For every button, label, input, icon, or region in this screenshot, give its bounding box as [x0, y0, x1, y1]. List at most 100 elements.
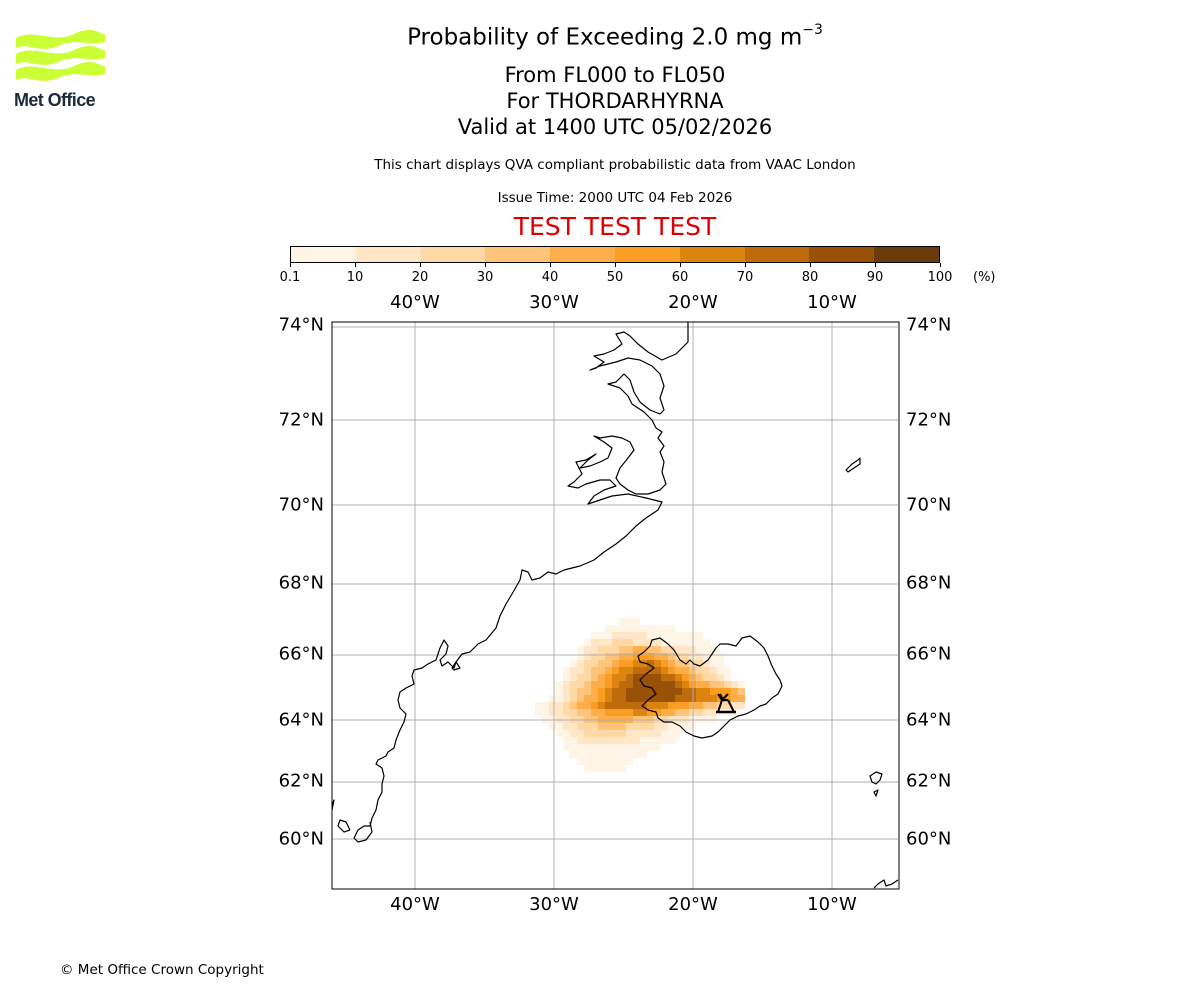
probability-cell	[605, 646, 612, 653]
probability-cell	[556, 688, 563, 695]
probability-cell	[605, 702, 612, 709]
probability-cell	[661, 688, 668, 695]
probability-cell	[682, 653, 689, 660]
probability-cell	[605, 709, 612, 716]
probability-cell	[647, 632, 654, 639]
probability-cell	[717, 653, 724, 660]
probability-cell	[675, 639, 682, 646]
probability-cell	[626, 688, 633, 695]
probability-cell	[717, 667, 724, 674]
probability-cell	[738, 681, 745, 688]
probability-cell	[654, 709, 661, 716]
probability-cell	[619, 646, 626, 653]
probability-cell	[584, 737, 591, 744]
lat-label-right-3: 70°N	[906, 494, 952, 516]
probability-cell	[633, 674, 640, 681]
probability-cell	[577, 730, 584, 737]
colorbar-tick	[874, 263, 876, 267]
lon-label-top-2: 30°W	[529, 292, 579, 313]
probability-cell	[661, 709, 668, 716]
probability-cell	[710, 653, 717, 660]
probability-cell	[563, 702, 570, 709]
probability-cell	[710, 688, 717, 695]
lat-label-right-5: 66°N	[906, 643, 952, 665]
probability-cell	[556, 730, 563, 737]
probability-cell	[598, 709, 605, 716]
probability-cell	[591, 681, 598, 688]
probability-cell	[626, 695, 633, 702]
probability-cell	[654, 688, 661, 695]
probability-cell	[696, 660, 703, 667]
probability-cell	[591, 653, 598, 660]
probability-cell	[619, 709, 626, 716]
probability-cell	[633, 653, 640, 660]
probability-cell	[738, 688, 745, 695]
probability-cell	[605, 667, 612, 674]
probability-cell	[563, 695, 570, 702]
probability-cell	[619, 681, 626, 688]
lat-label-right-4: 68°N	[906, 572, 952, 594]
probability-cell	[647, 674, 654, 681]
colorbar-segment	[291, 247, 356, 262]
probability-cell	[612, 639, 619, 646]
probability-cell	[591, 758, 598, 765]
probability-cell	[703, 688, 710, 695]
probability-cell	[675, 681, 682, 688]
colorbar-segment	[874, 247, 939, 262]
probability-cell	[696, 632, 703, 639]
probability-cell	[605, 639, 612, 646]
probability-cell	[703, 646, 710, 653]
probability-cell	[682, 688, 689, 695]
probability-cell	[570, 709, 577, 716]
colorbar-tick	[419, 263, 421, 267]
probability-cell	[675, 723, 682, 730]
probability-cell	[640, 730, 647, 737]
colorbar-segment	[679, 247, 745, 262]
probability-cell	[717, 674, 724, 681]
probability-cell	[647, 653, 654, 660]
probability-cell	[668, 653, 675, 660]
probability-cell	[612, 625, 619, 632]
probability-cell	[640, 744, 647, 751]
probability-cell	[661, 737, 668, 744]
probability-cell	[626, 639, 633, 646]
probability-cell	[633, 618, 640, 625]
probability-cell	[633, 744, 640, 751]
probability-cell	[640, 709, 647, 716]
probability-cell	[591, 660, 598, 667]
probability-cell	[612, 730, 619, 737]
probability-cell	[724, 695, 731, 702]
probability-cell	[626, 730, 633, 737]
probability-cell	[619, 674, 626, 681]
probability-cell	[668, 723, 675, 730]
probability-cell	[731, 681, 738, 688]
probability-cell	[605, 695, 612, 702]
colorbar-segment	[420, 247, 486, 262]
colorbar-tick-label: 90	[866, 270, 884, 285]
probability-cell	[626, 674, 633, 681]
probability-cell	[682, 646, 689, 653]
probability-cell	[731, 695, 738, 702]
logo-text: Met Office	[14, 90, 96, 110]
probability-cell	[626, 709, 633, 716]
iceland-coastline	[637, 635, 783, 739]
probability-cell	[591, 723, 598, 730]
probability-cell	[626, 653, 633, 660]
probability-cell	[626, 744, 633, 751]
probability-cell	[661, 702, 668, 709]
probability-cell	[633, 702, 640, 709]
probability-cell	[612, 709, 619, 716]
probability-cell	[612, 653, 619, 660]
probability-cell	[647, 737, 654, 744]
probability-cell	[584, 688, 591, 695]
probability-cell	[710, 702, 717, 709]
probability-cell	[661, 667, 668, 674]
probability-cell	[626, 632, 633, 639]
probability-cell	[626, 751, 633, 758]
probability-cell	[668, 646, 675, 653]
colorbar-tick	[809, 263, 811, 267]
met-office-waves-icon	[16, 30, 105, 81]
probability-cell	[661, 632, 668, 639]
lon-label-bottom-3: 20°W	[668, 894, 718, 915]
probability-cell	[703, 702, 710, 709]
